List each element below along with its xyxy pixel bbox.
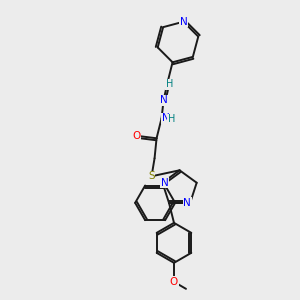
- Text: N: N: [180, 17, 187, 27]
- Text: N: N: [183, 198, 191, 208]
- Text: N: N: [162, 113, 170, 123]
- Text: O: O: [170, 277, 178, 287]
- Text: S: S: [148, 171, 155, 181]
- Text: N: N: [160, 178, 168, 188]
- Text: H: H: [168, 114, 175, 124]
- Text: H: H: [166, 79, 173, 89]
- Text: N: N: [160, 95, 167, 105]
- Text: O: O: [132, 131, 141, 141]
